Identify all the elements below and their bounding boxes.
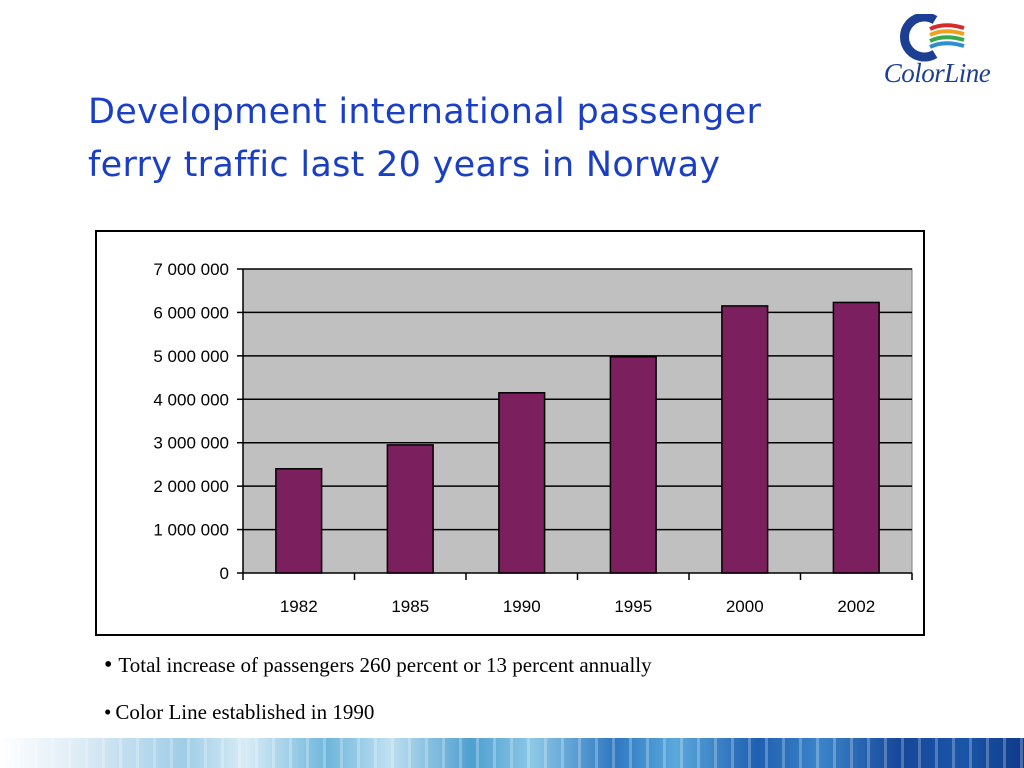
bar xyxy=(386,444,434,574)
footer-decorative-strip xyxy=(0,738,1024,768)
bullet-item: • Total increase of passengers 260 percen… xyxy=(104,652,984,680)
bullet-list: • Total increase of passengers 260 percen… xyxy=(104,652,984,728)
bar xyxy=(609,355,657,574)
bullet-text: Total increase of passengers 260 percent… xyxy=(118,653,652,677)
bar xyxy=(832,301,880,574)
logo-text: ColorLine xyxy=(883,58,991,88)
color-line-logo-icon xyxy=(900,12,965,62)
slide-title-line-2: ferry traffic last 20 years in Norway xyxy=(88,145,721,185)
plot-background xyxy=(242,268,913,574)
bar-chart: 0 1 000 000 2 000 000 3 000 000 4 000 000 5 0… xyxy=(153,260,913,616)
x-tick-label: 2000 xyxy=(726,597,764,616)
y-tick-label: 2 000 000 xyxy=(153,477,229,496)
slide-title-line-1: Development international passenger xyxy=(88,92,762,132)
y-tick-label: 5 000 000 xyxy=(153,347,229,366)
plot-area: 0 1 000 000 2 000 000 3 000 000 4 000 000 5 0… xyxy=(153,260,913,616)
x-tick-label: 1990 xyxy=(503,597,541,616)
slide-title: Development international passenger ferr… xyxy=(88,86,848,192)
bullet-dot: • xyxy=(104,700,112,724)
color-line-logo: ColorLine xyxy=(872,12,1002,94)
bar xyxy=(721,305,769,574)
bullet-text: Color Line established in 1990 xyxy=(115,700,375,724)
x-tick-label: 1995 xyxy=(614,597,652,616)
x-tick-label: 2002 xyxy=(837,597,875,616)
y-tick-label: 6 000 000 xyxy=(153,303,229,322)
y-tick-label: 0 xyxy=(220,564,229,583)
x-tick-label: 1985 xyxy=(391,597,429,616)
bar xyxy=(498,392,546,574)
x-tick-label: 1982 xyxy=(280,597,318,616)
chart-frame: 0 1 000 000 2 000 000 3 000 000 4 000 000 5 0… xyxy=(95,230,925,636)
y-tick-label: 7 000 000 xyxy=(153,260,229,279)
bar xyxy=(275,468,323,574)
y-tick-label: 3 000 000 xyxy=(153,434,229,453)
y-tick-label: 1 000 000 xyxy=(153,521,229,540)
bullet-dot: • xyxy=(104,652,113,678)
y-tick-label: 4 000 000 xyxy=(153,390,229,409)
bullet-item: • Color Line established in 1990 xyxy=(104,700,984,728)
